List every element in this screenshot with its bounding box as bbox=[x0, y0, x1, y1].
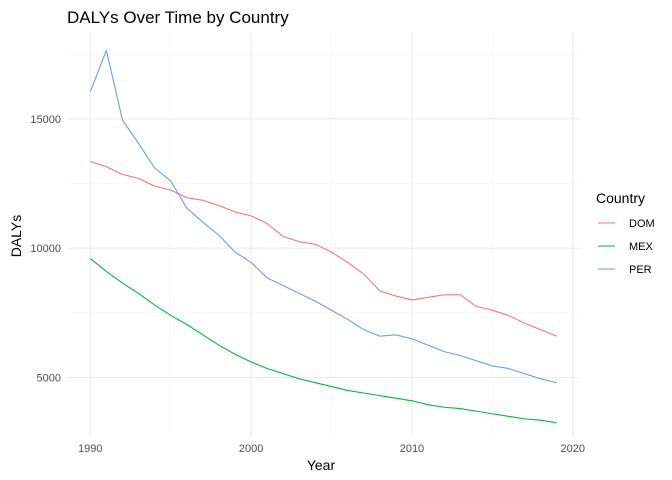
series-lines bbox=[89, 49, 557, 424]
x-tick-label: 2020 bbox=[561, 443, 585, 455]
y-tick-label: 5000 bbox=[37, 373, 61, 385]
chart-title: DALYs Over Time by Country bbox=[67, 8, 289, 27]
series-line-dom bbox=[90, 161, 557, 337]
legend-items: DOM MEX PER bbox=[598, 218, 655, 276]
legend-title: Country bbox=[596, 190, 645, 206]
legend-label-per: PER bbox=[629, 264, 652, 276]
legend: Country DOM MEX PER bbox=[596, 190, 655, 276]
series-line-per bbox=[89, 49, 557, 384]
x-tick-label: 1990 bbox=[78, 443, 102, 455]
y-tick-label: 15000 bbox=[30, 114, 61, 126]
y-axis-title: DALYs bbox=[8, 215, 24, 258]
y-axis-ticks: 5000 10000 15000 bbox=[30, 114, 61, 385]
x-tick-label: 2000 bbox=[239, 443, 263, 455]
x-axis-title: Year bbox=[307, 457, 336, 473]
x-axis-ticks: 1990 2000 2010 2020 bbox=[78, 443, 585, 455]
legend-label-dom: DOM bbox=[629, 218, 655, 230]
grid bbox=[67, 33, 580, 437]
legend-label-mex: MEX bbox=[629, 241, 654, 253]
series-line-mex bbox=[89, 258, 557, 424]
x-tick-label: 2010 bbox=[400, 443, 424, 455]
y-tick-label: 10000 bbox=[30, 243, 61, 255]
